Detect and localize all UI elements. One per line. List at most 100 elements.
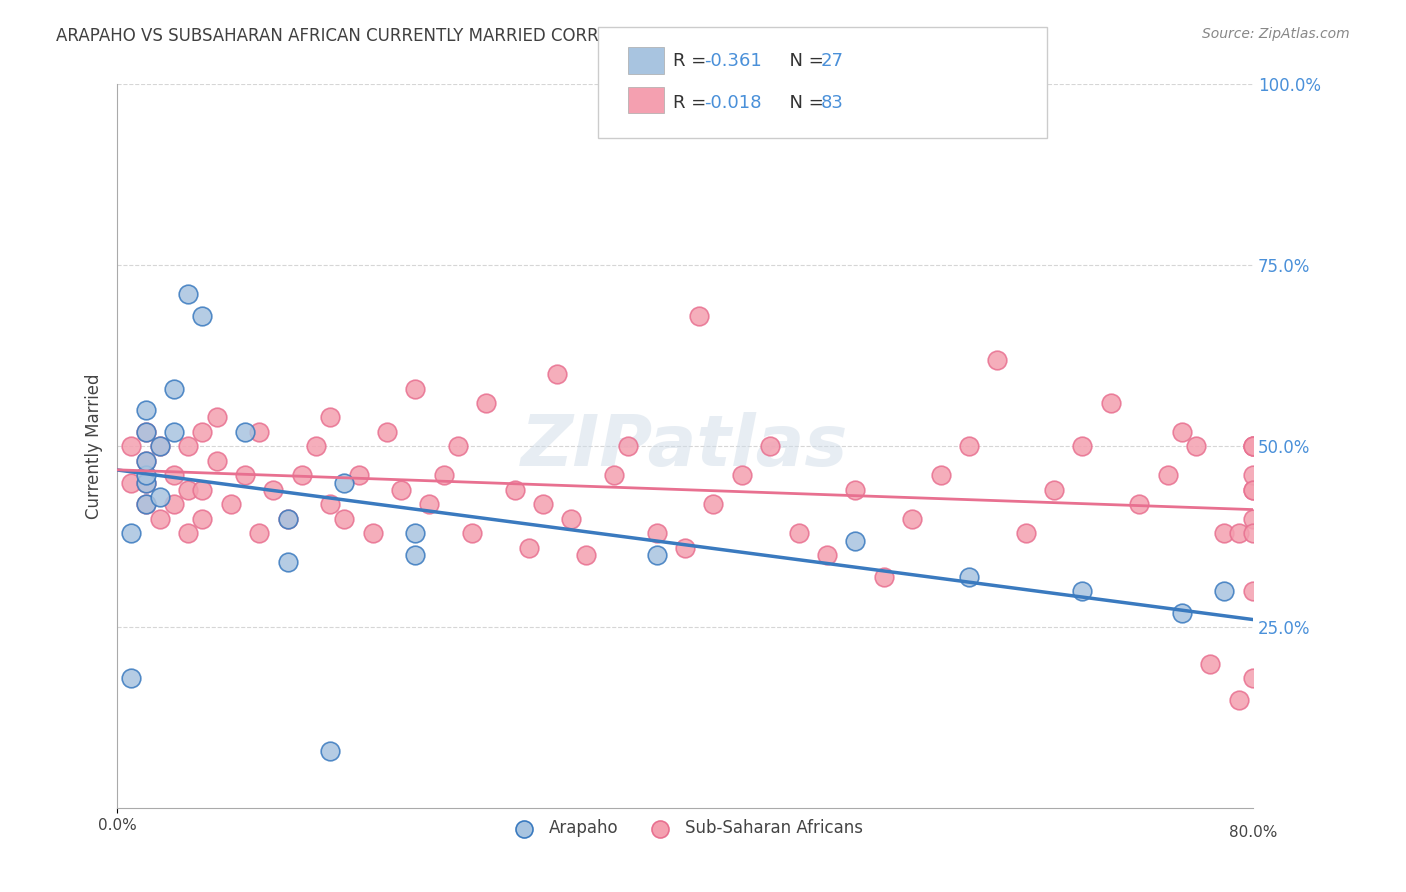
Text: ZIPatlas: ZIPatlas bbox=[522, 412, 849, 481]
Point bbox=[815, 548, 838, 562]
Point bbox=[1213, 526, 1236, 541]
Point bbox=[163, 468, 186, 483]
Point bbox=[617, 439, 640, 453]
Point bbox=[247, 425, 270, 439]
Text: R =: R = bbox=[673, 94, 713, 112]
Point bbox=[233, 468, 256, 483]
Point bbox=[546, 367, 568, 381]
Point bbox=[844, 533, 866, 548]
Point bbox=[135, 475, 157, 490]
Point bbox=[149, 439, 172, 453]
Text: R =: R = bbox=[673, 52, 713, 70]
Point bbox=[1015, 526, 1038, 541]
Y-axis label: Currently Married: Currently Married bbox=[86, 374, 103, 519]
Text: N =: N = bbox=[778, 94, 830, 112]
Point bbox=[447, 439, 470, 453]
Point bbox=[120, 475, 142, 490]
Point bbox=[291, 468, 314, 483]
Point bbox=[347, 468, 370, 483]
Point bbox=[1241, 526, 1264, 541]
Point bbox=[277, 512, 299, 526]
Point bbox=[163, 497, 186, 511]
Point bbox=[1241, 439, 1264, 453]
Point bbox=[277, 512, 299, 526]
Point bbox=[177, 439, 200, 453]
Point bbox=[404, 382, 426, 396]
Point bbox=[1156, 468, 1178, 483]
Point bbox=[120, 671, 142, 685]
Point bbox=[688, 309, 710, 323]
Point bbox=[135, 425, 157, 439]
Text: 27: 27 bbox=[821, 52, 844, 70]
Point bbox=[759, 439, 782, 453]
Point bbox=[645, 548, 668, 562]
Point bbox=[319, 497, 342, 511]
Point bbox=[1227, 693, 1250, 707]
Point bbox=[1128, 497, 1150, 511]
Point bbox=[177, 287, 200, 301]
Point bbox=[177, 526, 200, 541]
Point bbox=[135, 497, 157, 511]
Point bbox=[135, 454, 157, 468]
Point bbox=[1199, 657, 1222, 671]
Point bbox=[333, 475, 356, 490]
Text: N =: N = bbox=[778, 52, 830, 70]
Point bbox=[957, 570, 980, 584]
Point bbox=[957, 439, 980, 453]
Point bbox=[575, 548, 598, 562]
Point bbox=[503, 483, 526, 497]
Point bbox=[135, 454, 157, 468]
Point bbox=[135, 403, 157, 417]
Point bbox=[333, 512, 356, 526]
Point bbox=[205, 410, 228, 425]
Point bbox=[673, 541, 696, 555]
Point bbox=[305, 439, 328, 453]
Point bbox=[1071, 584, 1094, 599]
Point bbox=[163, 425, 186, 439]
Point bbox=[901, 512, 924, 526]
Point bbox=[1241, 512, 1264, 526]
Point bbox=[177, 483, 200, 497]
Point bbox=[389, 483, 412, 497]
Point bbox=[262, 483, 284, 497]
Point bbox=[404, 548, 426, 562]
Point bbox=[191, 309, 214, 323]
Point bbox=[844, 483, 866, 497]
Point bbox=[433, 468, 456, 483]
Point bbox=[1241, 671, 1264, 685]
Point bbox=[191, 483, 214, 497]
Point bbox=[1241, 439, 1264, 453]
Point bbox=[135, 497, 157, 511]
Point bbox=[1171, 606, 1194, 620]
Point bbox=[135, 468, 157, 483]
Point bbox=[986, 352, 1008, 367]
Legend: Arapaho, Sub-Saharan Africans: Arapaho, Sub-Saharan Africans bbox=[501, 813, 870, 844]
Point bbox=[120, 526, 142, 541]
Point bbox=[149, 439, 172, 453]
Point bbox=[645, 526, 668, 541]
Point bbox=[517, 541, 540, 555]
Text: -0.018: -0.018 bbox=[704, 94, 762, 112]
Point bbox=[191, 425, 214, 439]
Point bbox=[1241, 483, 1264, 497]
Point bbox=[418, 497, 440, 511]
Point bbox=[191, 512, 214, 526]
Point bbox=[135, 475, 157, 490]
Point bbox=[205, 454, 228, 468]
Point bbox=[1241, 468, 1264, 483]
Point bbox=[560, 512, 582, 526]
Point bbox=[149, 490, 172, 504]
Point bbox=[1241, 439, 1264, 453]
Point bbox=[163, 382, 186, 396]
Point bbox=[319, 743, 342, 757]
Text: 83: 83 bbox=[821, 94, 844, 112]
Text: -0.361: -0.361 bbox=[704, 52, 762, 70]
Point bbox=[375, 425, 398, 439]
Point bbox=[247, 526, 270, 541]
Point bbox=[787, 526, 810, 541]
Point bbox=[135, 425, 157, 439]
Point bbox=[1241, 584, 1264, 599]
Point bbox=[1241, 483, 1264, 497]
Point bbox=[929, 468, 952, 483]
Point bbox=[873, 570, 896, 584]
